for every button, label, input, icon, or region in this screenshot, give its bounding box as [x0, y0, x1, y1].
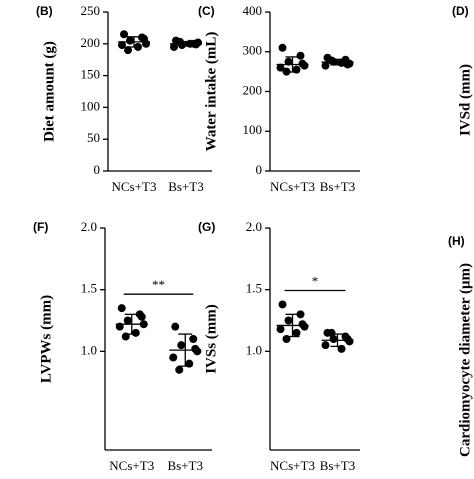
panel-label: (D) — [452, 4, 469, 18]
data-point — [131, 328, 140, 337]
data-point — [321, 341, 330, 350]
panel-label: (C) — [198, 4, 215, 18]
data-point — [298, 59, 307, 68]
y-tick-label: 50 — [87, 130, 100, 145]
y-axis-title: LVPWs (mm) — [38, 295, 54, 383]
y-tick-label: 100 — [243, 122, 263, 137]
x-tick-label: NCs+T3 — [270, 458, 315, 473]
data-point — [189, 335, 198, 343]
data-point — [175, 365, 184, 374]
data-point — [329, 335, 338, 343]
data-point — [276, 325, 285, 334]
y-tick-label: 1.0 — [246, 342, 262, 357]
y-tick-label: 1.5 — [81, 281, 97, 296]
y-tick-label: 200 — [243, 82, 263, 97]
data-point — [296, 51, 305, 60]
y-tick-label: 200 — [81, 35, 101, 50]
y-axis-title: Cardiomyocyte diameter (μm) — [457, 263, 473, 457]
y-axis-title: IVSs (mm) — [203, 304, 219, 374]
data-point — [171, 322, 180, 331]
x-tick-label: Bs+T3 — [320, 458, 356, 473]
data-point — [278, 43, 287, 52]
y-tick-label: 0 — [94, 162, 101, 177]
data-point — [140, 34, 148, 43]
data-point — [118, 41, 126, 50]
significance-label: * — [312, 273, 319, 288]
data-point — [169, 353, 178, 362]
y-tick-label: 2.0 — [246, 219, 262, 234]
y-tick-label: 1.5 — [246, 281, 262, 296]
data-point — [123, 316, 132, 325]
data-point — [170, 42, 178, 51]
y-tick-label: 2.0 — [81, 219, 97, 234]
x-tick-label: Bs+T3 — [168, 179, 204, 194]
x-tick-label: NCs+T3 — [112, 179, 157, 194]
x-tick-label: NCs+T3 — [270, 179, 315, 194]
data-point — [284, 316, 293, 325]
data-point — [177, 341, 186, 350]
y-tick-label: 150 — [81, 67, 101, 82]
y-tick-label: 100 — [81, 98, 101, 113]
data-point — [120, 30, 128, 39]
panel-label: (H) — [448, 234, 465, 248]
y-axis-title: Water intake (mL) — [203, 32, 219, 152]
y-tick-label: 250 — [81, 3, 101, 18]
panel-label: (G) — [198, 220, 215, 234]
panel-label: (F) — [33, 220, 48, 234]
data-point — [292, 328, 301, 337]
y-tick-label: 400 — [243, 3, 263, 18]
data-point — [321, 61, 330, 70]
x-tick-label: NCs+T3 — [109, 458, 154, 473]
data-point — [296, 310, 305, 319]
x-tick-label: Bs+T3 — [320, 179, 356, 194]
data-point — [124, 46, 132, 55]
data-point — [298, 320, 307, 329]
data-point — [327, 56, 336, 65]
data-point — [137, 312, 146, 321]
y-axis-title: Diet amount (g) — [41, 41, 57, 142]
data-point — [126, 36, 134, 45]
x-tick-label: Bs+T3 — [167, 458, 203, 473]
y-tick-label: 0 — [256, 162, 263, 177]
data-point — [278, 300, 287, 309]
data-point — [191, 344, 200, 353]
y-axis-title: IVSd (mm) — [457, 64, 473, 136]
data-point — [343, 335, 352, 343]
significance-label: ** — [152, 277, 165, 292]
data-point — [284, 57, 293, 66]
panel-label: (B) — [36, 4, 53, 18]
data-point — [327, 328, 336, 337]
y-tick-label: 1.0 — [81, 342, 97, 357]
data-point — [276, 63, 285, 72]
data-point — [117, 304, 126, 313]
y-tick-label: 300 — [243, 43, 263, 58]
